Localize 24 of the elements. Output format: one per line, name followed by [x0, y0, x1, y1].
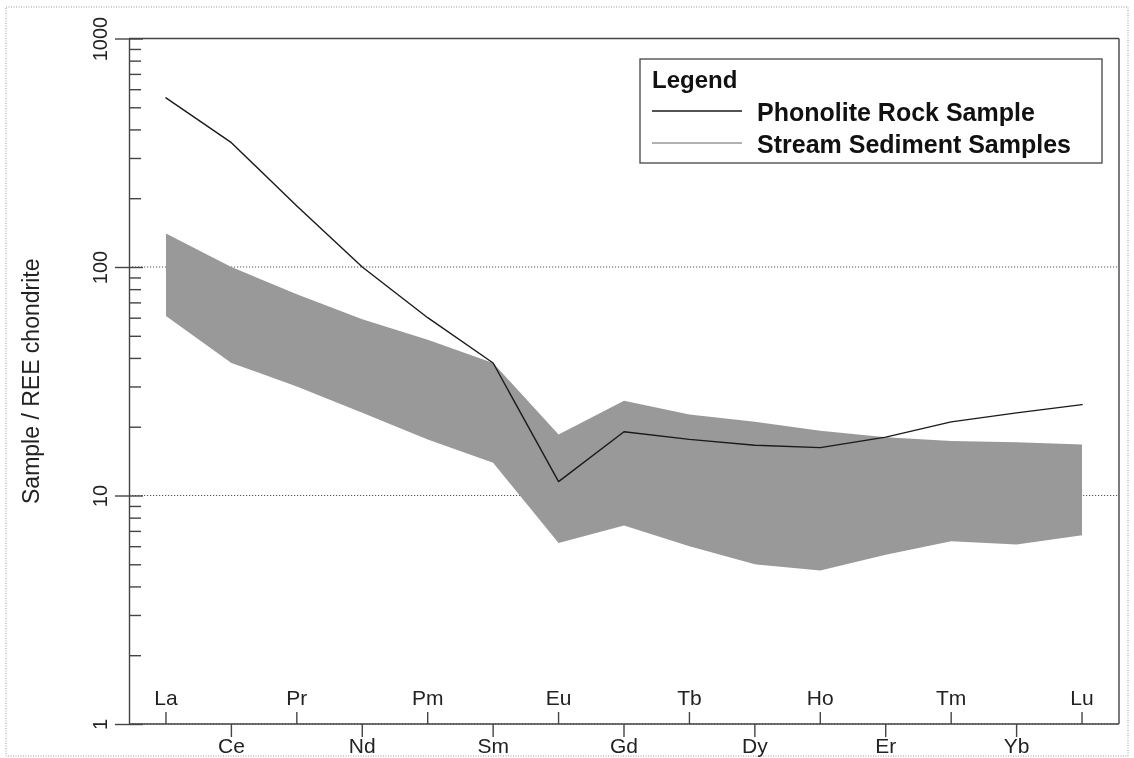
x-tick-label: La [154, 685, 178, 709]
x-tick-label: Sm [477, 734, 509, 757]
y-tick-label: 100 [89, 250, 111, 285]
x-tick-label: Tb [677, 685, 702, 709]
x-tick-label: Lu [1070, 685, 1094, 709]
y-tick-label: 10 [89, 484, 111, 508]
x-tick-label: Ho [806, 685, 834, 709]
line-series [165, 97, 1083, 483]
x-tick-label: Pr [286, 685, 308, 709]
legend-title: Legend [652, 66, 738, 93]
x-tick-label: Ce [217, 734, 245, 757]
y-tick-label: 1000 [89, 16, 111, 62]
x-tick-label: Dy [742, 734, 769, 757]
y-tick-label: 1 [89, 718, 111, 731]
x-tick-label: Eu [545, 685, 572, 709]
y-axis-title: Sample / REE chondrite [18, 258, 44, 504]
x-tick-label: Gd [609, 734, 639, 757]
x-tick-label: Yb [1003, 734, 1030, 757]
x-tick-label: Pm [411, 685, 444, 709]
legend-label: Stream Sediment Samples [757, 130, 1072, 158]
x-tick-label: Er [875, 734, 897, 757]
x-tick-label: Tm [936, 685, 967, 709]
x-tick-label: Nd [348, 734, 376, 757]
legend-label: Phonolite Rock Sample [757, 98, 1035, 126]
